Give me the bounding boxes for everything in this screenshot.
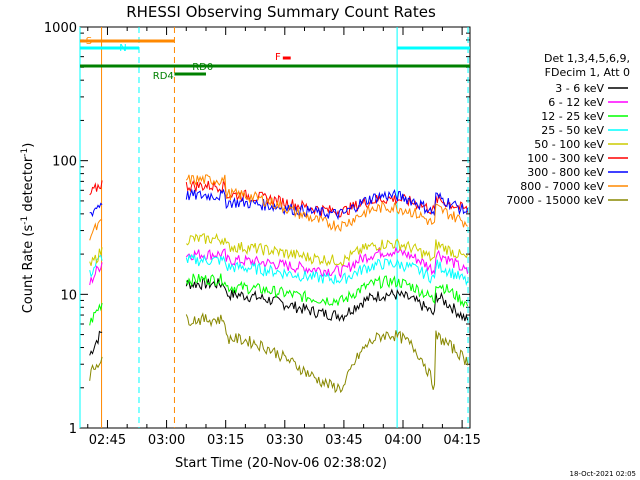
- series-line: [185, 277, 469, 323]
- legend-entry-label: 3 - 6 keV: [555, 82, 604, 95]
- x-axis-label: Start Time (20-Nov-06 02:38:02): [175, 456, 387, 471]
- y-axis-label-exp-1: -1: [20, 216, 30, 225]
- y-axis-label-detector: detector: [21, 156, 36, 216]
- series-line: [89, 180, 103, 196]
- x-tick-label: 04:00: [384, 433, 421, 448]
- series-line: [89, 219, 103, 241]
- series-group: [89, 188, 469, 221]
- legend-entry-label: 7000 - 15000 keV: [506, 194, 604, 207]
- y-tick-label: 1: [69, 422, 77, 437]
- series-group: [89, 312, 469, 394]
- x-tick-label: 03:45: [325, 433, 362, 448]
- legend-entry-label: 300 - 800 keV: [527, 166, 604, 179]
- series-group: [89, 273, 469, 326]
- footer-timestamp: 18-Oct-2021 02:05: [570, 470, 636, 478]
- x-tick-label: 03:30: [266, 433, 303, 448]
- legend-entry-label: 100 - 300 keV: [527, 152, 604, 165]
- chart-title: RHESSI Observing Summary Count Rates: [126, 3, 436, 21]
- x-tick-label: 04:15: [443, 433, 480, 448]
- annotation-label-n: N: [119, 43, 126, 54]
- series-group: [89, 277, 469, 356]
- legend-entry-label: 800 - 7000 keV: [520, 180, 604, 193]
- series-line: [89, 254, 103, 278]
- y-axis-label-base: Count Rate (s: [21, 225, 36, 314]
- series-line: [185, 273, 469, 308]
- x-tick-label: 03:15: [207, 433, 244, 448]
- y-axis-label-close: ): [21, 143, 36, 148]
- series-group: [89, 253, 469, 286]
- y-axis-label: Count Rate (s-1 detector-1): [20, 143, 36, 314]
- y-tick-label: 10: [60, 288, 77, 303]
- annotation-label-rd4: RD4: [153, 71, 174, 82]
- series-line: [89, 202, 103, 218]
- y-tick-label: 1000: [44, 21, 77, 36]
- legend-title-line: FDecim 1, Att 0: [545, 66, 630, 79]
- series-line: [89, 262, 103, 286]
- series-group: [89, 232, 469, 267]
- x-tick-label: 02:45: [89, 433, 126, 448]
- y-axis-label-exp-2: -1: [20, 148, 30, 157]
- legend-entry-label: 50 - 100 keV: [534, 138, 604, 151]
- x-tick-label: 03:00: [148, 433, 185, 448]
- series-line: [185, 253, 469, 286]
- legend-title-line: Det 1,3,4,5,6,9,: [544, 52, 630, 65]
- series-group: [89, 174, 468, 241]
- series-line: [89, 330, 103, 356]
- series-line: [185, 312, 469, 394]
- annotation-label-s: S: [86, 36, 92, 47]
- series-line: [89, 356, 103, 381]
- series-line: [185, 174, 468, 233]
- y-tick-label: 100: [52, 155, 77, 170]
- legend-entry-label: 25 - 50 keV: [541, 124, 604, 137]
- series-line: [185, 188, 469, 221]
- series-line: [89, 302, 103, 326]
- annotation-label-rd0: RD0: [192, 62, 213, 73]
- series-line: [185, 232, 469, 267]
- annotation-label-f: F: [275, 52, 281, 63]
- legend: Det 1,3,4,5,6,9,FDecim 1, Att 0 3 - 6 keV…: [506, 52, 630, 207]
- legend-entry-label: 6 - 12 keV: [548, 96, 604, 109]
- series-line: [89, 247, 103, 266]
- legend-entry-label: 12 - 25 keV: [541, 110, 604, 123]
- series-group: [89, 180, 469, 218]
